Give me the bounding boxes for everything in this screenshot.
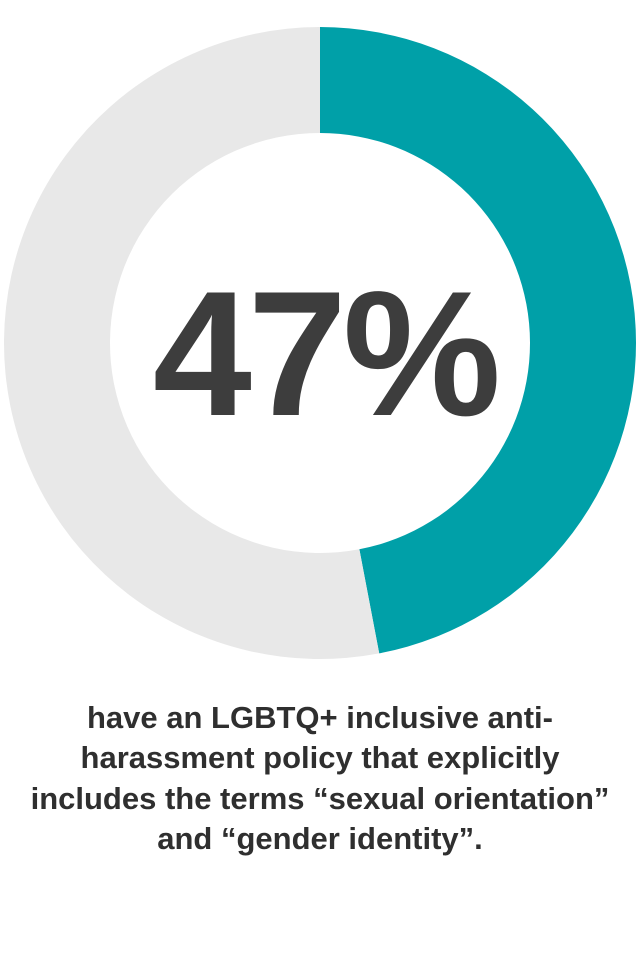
- chart-caption: have an LGBTQ+ inclusive anti-harassment…: [30, 700, 610, 856]
- donut-slice-remainder: [4, 27, 380, 659]
- center-percentage: 47%: [152, 254, 501, 453]
- donut-chart: 47%: [4, 27, 637, 659]
- donut-slice-highlight: [320, 27, 637, 654]
- donut-chart-svg: [4, 27, 637, 659]
